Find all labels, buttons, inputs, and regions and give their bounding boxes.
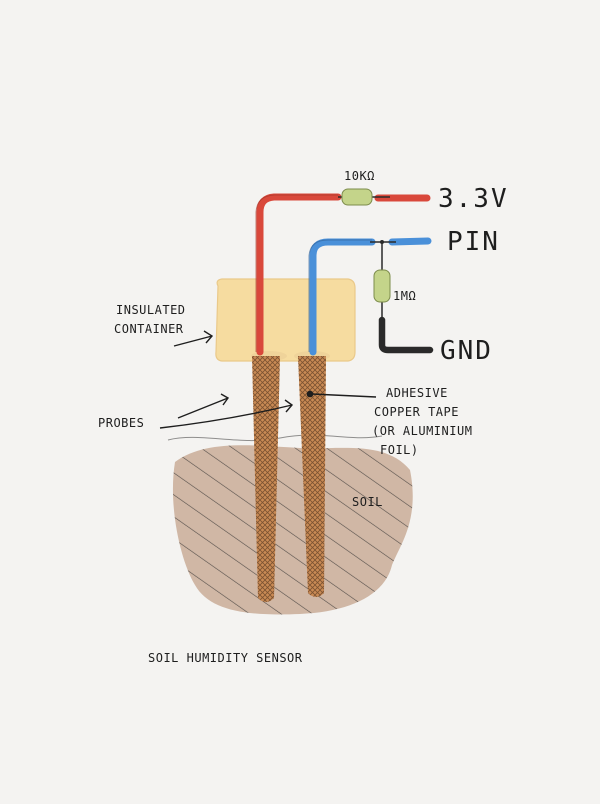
soil-area: [167, 434, 413, 615]
caption: SOIL HUMIDITY SENSOR: [148, 651, 303, 665]
resistor-top-label: 10KΩ: [344, 169, 375, 183]
probe-left: [252, 356, 280, 602]
resistor-top: [341, 188, 373, 206]
wire-black: [378, 316, 434, 354]
tape-label-line1: ADHESIVE: [386, 386, 448, 400]
container-label-line1: INSULATED: [116, 303, 186, 317]
supply-label: 3.3V: [438, 184, 509, 214]
resistor-mid: [373, 269, 391, 303]
wire-red: [255, 193, 431, 356]
tape-label-line2: COPPER TAPE: [374, 405, 459, 419]
arrow-tape: [306, 390, 377, 398]
tape-label-line4: FOIL): [380, 443, 419, 457]
arrow-container: [173, 330, 214, 347]
tape-label-line3: (OR ALUMINIUM: [372, 424, 472, 438]
pin-label: PIN: [447, 227, 500, 257]
arrow-probe-right: [159, 399, 294, 429]
insulated-container: [215, 278, 356, 362]
probes-label: PROBES: [98, 416, 144, 430]
gnd-label: GND: [440, 336, 493, 366]
arrow-probe-left: [177, 393, 230, 419]
probe-right: [298, 356, 326, 597]
container-label-line2: CONTAINER: [114, 322, 184, 336]
resistor-mid-label: 1MΩ: [393, 289, 416, 303]
soil-label: SOIL: [352, 495, 383, 509]
